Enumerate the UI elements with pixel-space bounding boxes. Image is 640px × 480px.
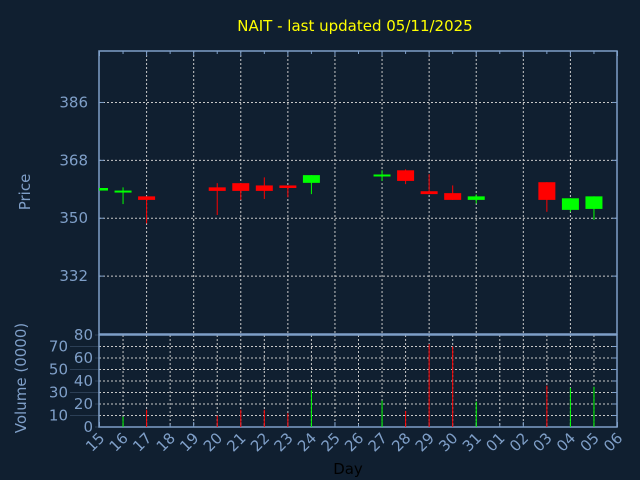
x-axis-title: Day [333,460,363,478]
x-tick-label: 03 [529,429,555,455]
x-tick-label: 02 [506,429,532,455]
volume-tick-label: 80 [74,326,93,344]
price-tick-label: 332 [59,267,88,285]
x-tick-label: 25 [318,429,344,455]
x-tick-label: 19 [176,429,202,455]
price-tick-label: 350 [59,209,88,227]
volume-axis-title: Volume (0000) [12,323,30,433]
x-tick-label: 24 [294,429,320,455]
candle-body [114,190,132,193]
candle-body [585,196,603,209]
price-tick-label: 368 [59,151,88,169]
candle-body [373,174,391,177]
chart-title: NAIT - last updated 05/11/2025 [237,17,472,35]
x-tick-label: 31 [459,429,485,455]
x-tick-label: 16 [106,429,132,455]
volume-tick-label: 60 [74,349,93,367]
x-tick-label: 05 [577,429,603,455]
x-tick-label: 23 [270,429,296,455]
x-tick-label: 20 [200,429,226,455]
candle-body [467,196,485,200]
volume-tick-label: 20 [74,395,93,413]
volume-tick-label: 10 [49,407,68,425]
x-tick-label: 01 [482,429,508,455]
y-axis-title: Price [16,174,34,211]
candle-body [397,170,415,181]
candle-body [302,175,320,183]
x-tick-label: 22 [247,429,273,455]
volume-tick-label: 30 [49,384,68,402]
candle-body [100,187,108,191]
volume-tick-label: 40 [74,372,93,390]
candle-body [208,187,226,191]
x-tick-label: 17 [129,429,155,455]
candle-body [561,198,579,210]
volume-bars [122,344,595,427]
volume-panel-frame [98,334,618,428]
candle-body [279,185,297,188]
x-tick-label: 30 [435,429,461,455]
x-tick-label: 18 [153,429,179,455]
volume-tick-label: 0 [83,418,93,436]
axes [70,50,618,428]
tick-labels: 3323503683861516171819202122232425262728… [49,93,626,455]
x-tick-label: 21 [223,429,249,455]
candles [99,169,603,224]
candle-body [538,182,556,200]
candle-body [138,196,156,200]
x-tick-label: 26 [341,429,367,455]
price-tick-label: 386 [59,93,88,111]
grid [99,51,617,427]
x-tick-label: 06 [600,429,626,455]
x-tick-label: 28 [388,429,414,455]
candle-body [444,193,462,200]
volume-tick-label: 70 [49,338,68,356]
x-tick-label: 04 [553,429,579,455]
price-panel-frame [98,50,618,335]
x-tick-label: 27 [365,429,391,455]
candle-body [232,183,250,191]
candle-body [420,191,438,195]
volume-tick-label: 50 [49,361,68,379]
x-tick-label: 29 [412,429,438,455]
candle-body [255,185,273,191]
